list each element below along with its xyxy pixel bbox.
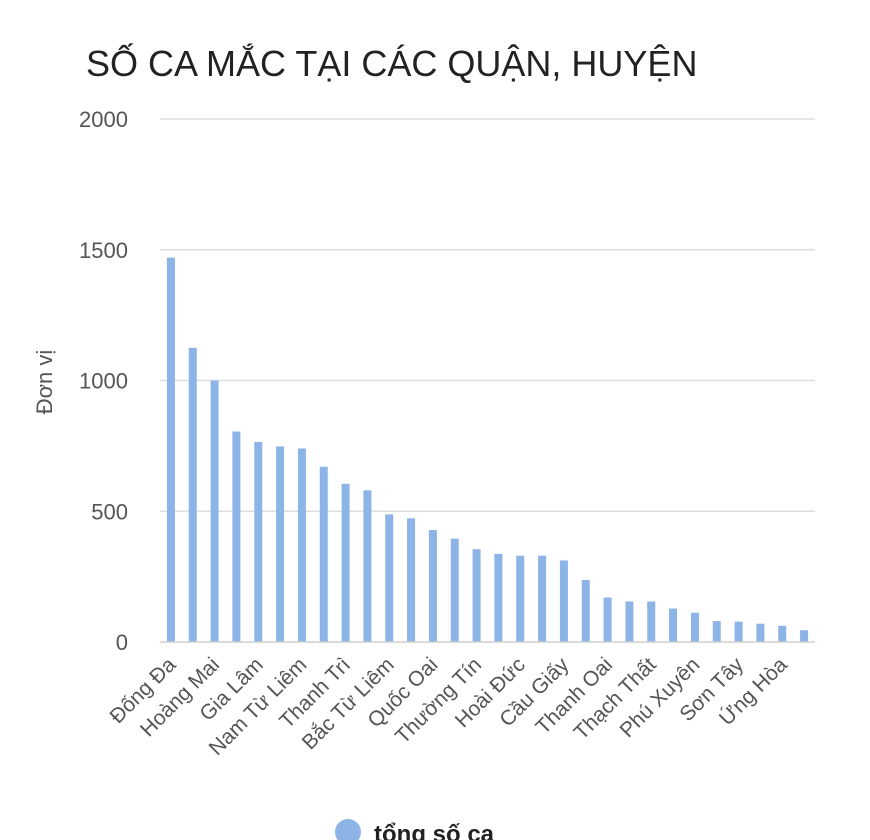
bar <box>625 601 634 642</box>
bar <box>559 560 568 642</box>
bar <box>472 549 481 642</box>
bar <box>276 446 285 642</box>
gridlines <box>160 118 815 512</box>
bar <box>712 621 721 642</box>
bar <box>516 555 525 642</box>
bar <box>669 608 678 642</box>
y-tick-label: 1000 <box>79 369 128 394</box>
bar <box>363 490 372 642</box>
bar <box>581 580 590 642</box>
bar <box>385 514 394 642</box>
y-axis-ticks: 0 500 1000 1500 2000 <box>79 107 128 655</box>
y-tick-label: 500 <box>91 499 128 524</box>
chart-title: SỐ CA MẮC TẠI CÁC QUẬN, HUYỆN <box>86 42 697 84</box>
bar <box>254 441 263 642</box>
legend[interactable]: tổng số ca <box>335 819 495 840</box>
bar <box>428 530 437 642</box>
legend-marker <box>335 819 361 840</box>
bar <box>538 555 547 642</box>
bar <box>232 431 241 642</box>
y-tick-label: 0 <box>116 630 128 655</box>
bars <box>166 257 809 642</box>
bar <box>647 601 656 642</box>
bar <box>188 347 197 642</box>
bar <box>494 553 503 642</box>
bar <box>407 518 416 642</box>
bar <box>319 466 328 642</box>
bar <box>450 538 459 642</box>
bar <box>210 380 219 642</box>
y-tick-label: 1500 <box>79 238 128 263</box>
bar <box>800 630 809 642</box>
legend-label: tổng số ca <box>374 821 495 840</box>
bar <box>690 612 699 642</box>
y-tick-label: 2000 <box>79 107 128 132</box>
bar <box>734 621 743 642</box>
bar <box>603 597 612 642</box>
bar <box>166 257 175 642</box>
y-axis-label: Đơn vị <box>32 350 57 415</box>
bar <box>756 623 765 642</box>
bar <box>297 448 306 642</box>
bar <box>778 625 787 642</box>
bar <box>341 483 350 642</box>
